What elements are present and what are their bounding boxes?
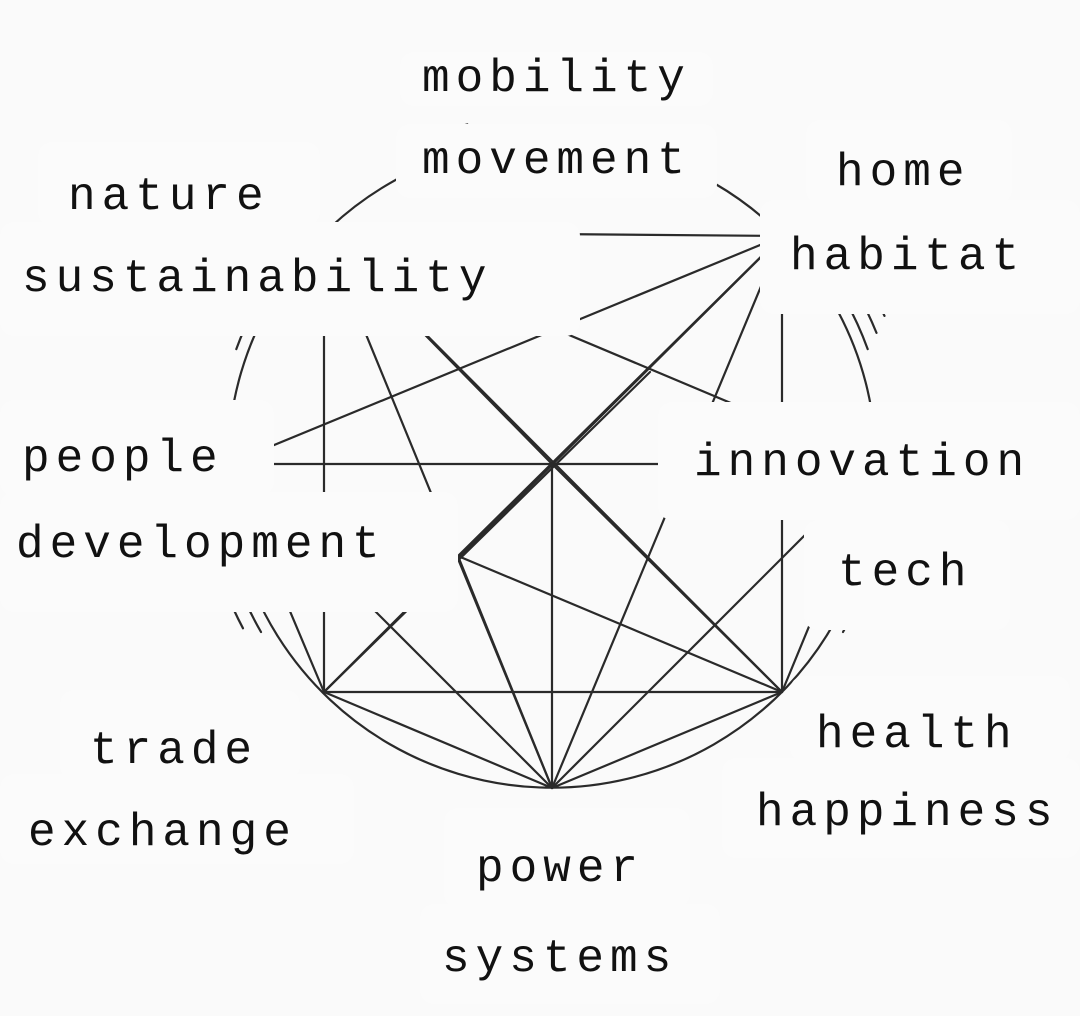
- label-power: power: [444, 808, 690, 908]
- label-habitat: habitat: [760, 200, 1080, 314]
- network-line-ml-b: [456, 554, 554, 790]
- network-line-tr-ml: [456, 234, 784, 558]
- label-systems: systems: [420, 904, 720, 1004]
- label-nature: nature: [38, 142, 320, 226]
- label-movement: movement: [396, 124, 717, 198]
- label-happiness: happiness: [722, 758, 1080, 858]
- label-development: development: [0, 492, 458, 612]
- network-line-ml-br: [456, 554, 784, 694]
- label-health: health: [790, 676, 1070, 762]
- label-home: home: [806, 120, 1012, 204]
- label-trade: trade: [60, 690, 300, 780]
- label-people: people: [0, 400, 274, 496]
- network-line-br-b: [550, 690, 784, 790]
- label-innovation: innovation: [658, 402, 1080, 520]
- network-line-bl-b: [322, 690, 554, 790]
- label-mobility: mobility: [400, 52, 713, 106]
- network-line-bl-ut: [322, 370, 652, 694]
- label-tech: tech: [804, 520, 1010, 630]
- label-sustainability: sustainability: [0, 222, 580, 336]
- label-exchange: exchange: [0, 774, 354, 864]
- network-line-l-tr: [226, 234, 784, 466]
